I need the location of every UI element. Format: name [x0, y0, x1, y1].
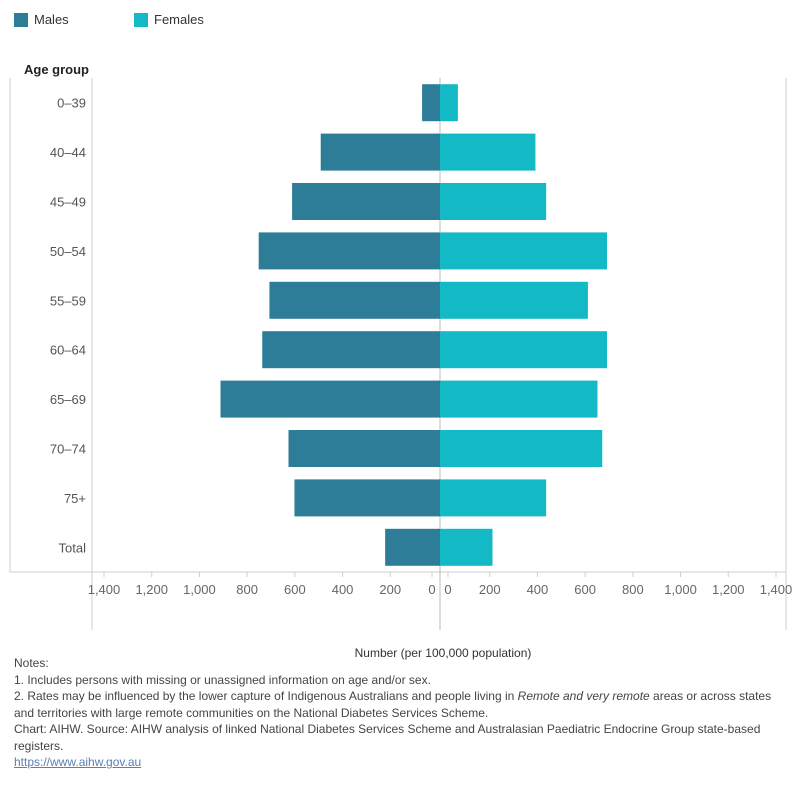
category-label: 65–69 [50, 392, 86, 407]
bar-females[interactable] [440, 479, 547, 517]
aihw-link[interactable]: https://www.aihw.gov.au [14, 755, 142, 769]
x-tick-label: 1,000 [664, 582, 697, 597]
category-label: 60–64 [50, 343, 86, 358]
bar-females[interactable] [440, 528, 493, 566]
bars-group [220, 84, 607, 566]
bar-females[interactable] [440, 232, 607, 270]
x-tick-label: 200 [379, 582, 401, 597]
bar-males[interactable] [220, 380, 440, 418]
bar-females[interactable] [440, 183, 547, 220]
notes: Notes: 1. Includes persons with missing … [14, 655, 794, 771]
category-label: Total [59, 540, 87, 555]
butterfly-chart: 0–39 40–44 45–49 50–54 55–59 60–64 65–69 70–74 7… [9, 78, 793, 630]
category-label: 40–44 [50, 145, 86, 160]
x-tick-label: 0 [444, 582, 451, 597]
category-labels: 0–39 40–44 45–49 50–54 55–59 60–64 65–69 70–74 7… [50, 96, 86, 556]
bar-males[interactable] [258, 232, 440, 270]
bar-males[interactable] [269, 281, 440, 319]
bar-males[interactable] [292, 183, 440, 220]
x-tick-label: 1,400 [760, 582, 793, 597]
legend-label-females: Females [154, 12, 204, 27]
x-tick-label: 200 [479, 582, 501, 597]
x-tick-label: 800 [622, 582, 644, 597]
bar-females[interactable] [440, 331, 607, 369]
bar-males[interactable] [320, 133, 440, 171]
category-label: 50–54 [50, 244, 86, 259]
legend-swatch-females [134, 12, 148, 27]
legend-item-females[interactable]: Females [134, 12, 254, 27]
legend: Males Females [14, 12, 254, 27]
x-tick-label: 1,200 [712, 582, 745, 597]
category-label: 0–39 [57, 96, 86, 111]
note-1: 1. Includes persons with missing or unas… [14, 672, 431, 687]
category-label: 70–74 [50, 442, 86, 457]
x-tick-label: 400 [527, 582, 549, 597]
note-2: 2. Rates may be influenced by the lower … [14, 688, 794, 721]
legend-swatch-males [14, 12, 28, 27]
x-tick-label: 800 [236, 582, 258, 597]
category-label: 75+ [64, 491, 86, 506]
x-tick-label: 400 [332, 582, 354, 597]
x-tick-label: 1,000 [183, 582, 216, 597]
x-tick-label: 600 [284, 582, 306, 597]
x-axis-ticks: 1,400 1,200 1,000 800 600 400 200 0 0 200 400 600 80… [88, 572, 793, 597]
legend-item-males[interactable]: Males [14, 12, 134, 27]
x-tick-label: 1,200 [135, 582, 168, 597]
category-label: 45–49 [50, 195, 86, 210]
x-tick-label: 0 [428, 582, 435, 597]
bar-males[interactable] [385, 528, 440, 566]
x-tick-label: 600 [574, 582, 596, 597]
note-2-emphasis: Remote and very remote [517, 689, 650, 703]
bar-males[interactable] [288, 430, 440, 467]
bar-males[interactable] [294, 479, 440, 517]
bar-females[interactable] [440, 133, 536, 171]
note-2-part-2: areas or across states and territories w… [14, 689, 772, 720]
bar-females[interactable] [440, 430, 603, 467]
chart-credit: Chart: AIHW. Source: AIHW analysis of li… [14, 722, 761, 753]
x-axis-title: Number (per 100,000 population) [354, 646, 532, 660]
bar-females[interactable] [440, 281, 588, 319]
category-label: 55–59 [50, 293, 86, 308]
bar-males[interactable] [262, 331, 440, 369]
bar-females[interactable] [440, 84, 458, 122]
note-2-part-1: 2. Rates may be influenced by the lower … [14, 689, 518, 703]
x-tick-label: 1,400 [88, 582, 121, 597]
bar-males[interactable] [422, 84, 440, 122]
y-axis-title: Age group [24, 62, 89, 77]
notes-heading: Notes: [14, 656, 49, 670]
legend-label-males: Males [34, 12, 69, 27]
bar-females[interactable] [440, 380, 598, 418]
